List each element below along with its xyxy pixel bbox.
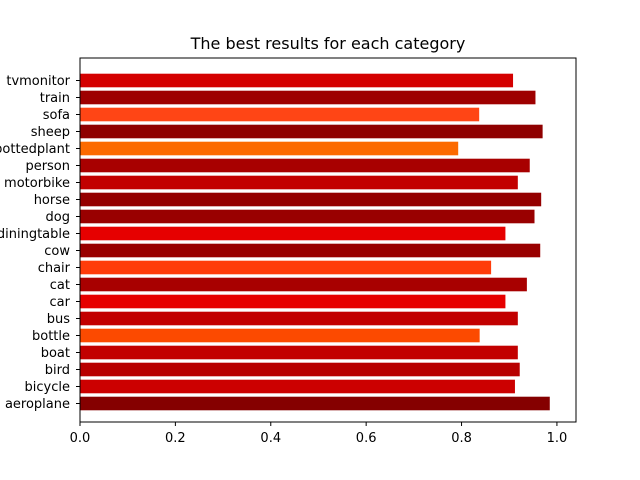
- y-tick-label-car: car: [50, 295, 71, 310]
- y-tick-label-bus: bus: [47, 312, 70, 327]
- bar-tvmonitor: [80, 73, 514, 88]
- chart-title: The best results for each category: [190, 34, 466, 53]
- x-axis-ticks: 0.0 0.2 0.4 0.6 0.8 1.0: [70, 422, 568, 446]
- bar-bicycle: [80, 379, 515, 394]
- bar-horse: [80, 192, 542, 207]
- bar-aeroplane: [80, 396, 550, 411]
- bar-bottle: [80, 328, 480, 343]
- bar-boat: [80, 345, 518, 360]
- bar-dog: [80, 209, 535, 224]
- plot-frame: [79, 57, 577, 423]
- bar-car: [80, 294, 506, 309]
- y-tick-label-sheep: sheep: [31, 125, 70, 140]
- y-tick-label-cow: cow: [44, 244, 70, 259]
- bar-person: [80, 158, 530, 173]
- y-tick-label-dog: dog: [46, 210, 70, 225]
- y-tick-label-sofa: sofa: [43, 108, 70, 123]
- y-tick-label-motorbike: motorbike: [4, 176, 70, 191]
- y-tick-label-cat: cat: [50, 278, 70, 293]
- x-tick-label: 0.0: [70, 431, 91, 446]
- bar-sofa: [80, 107, 480, 122]
- bar-cow: [80, 243, 541, 258]
- y-axis-ticks: aeroplane bicycle bird boat bottle bus car cat c…: [0, 74, 80, 412]
- y-tick-label-train: train: [40, 91, 70, 106]
- bars: [80, 73, 550, 411]
- y-tick-label-boat: boat: [41, 346, 70, 361]
- bar-diningtable: [80, 226, 506, 241]
- x-tick-label: 0.4: [260, 431, 281, 446]
- bar-motorbike: [80, 175, 518, 190]
- bar-sheep: [80, 124, 543, 139]
- bar-pottedplant: [80, 141, 459, 156]
- bar-bird: [80, 362, 520, 377]
- y-tick-label-chair: chair: [38, 261, 71, 276]
- y-tick-label-bottle: bottle: [32, 329, 70, 344]
- bar-train: [80, 90, 536, 105]
- y-tick-label-tvmonitor: tvmonitor: [6, 74, 70, 89]
- x-tick-label: 0.8: [451, 431, 472, 446]
- y-tick-label-aeroplane: aeroplane: [5, 397, 70, 412]
- y-tick-label-diningtable: diningtable: [0, 227, 70, 242]
- y-tick-label-bird: bird: [45, 363, 70, 378]
- bar-chair: [80, 260, 492, 275]
- y-tick-label-pottedplant: pottedplant: [0, 142, 70, 157]
- bar-bus: [80, 311, 518, 326]
- x-tick-label: 0.6: [356, 431, 377, 446]
- y-tick-label-bicycle: bicycle: [25, 380, 70, 395]
- x-tick-label: 0.2: [165, 431, 186, 446]
- x-tick-label: 1.0: [547, 431, 568, 446]
- y-tick-label-horse: horse: [34, 193, 70, 208]
- bar-cat: [80, 277, 527, 292]
- y-tick-label-person: person: [25, 159, 70, 174]
